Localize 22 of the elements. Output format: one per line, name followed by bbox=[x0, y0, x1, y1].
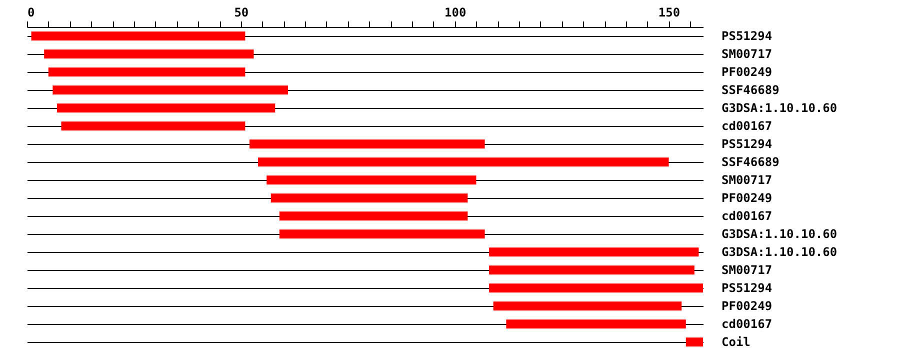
y-tick-label: SSF46689 bbox=[722, 155, 780, 169]
x-tick-label: 50 bbox=[234, 6, 249, 20]
y-tick-label: SM00717 bbox=[722, 173, 772, 187]
y-tick-label: PF00249 bbox=[722, 65, 772, 79]
y-tick-label: PS51294 bbox=[722, 29, 772, 43]
y-tick-label: Coil bbox=[722, 335, 750, 349]
y-tick-label: G3DSA:1.10.10.60 bbox=[722, 227, 838, 241]
y-tick-label: PF00249 bbox=[722, 191, 772, 205]
y-tick-label: PF00249 bbox=[722, 299, 772, 313]
y-tick-label: cd00167 bbox=[722, 119, 772, 133]
y-tick-label: SM00717 bbox=[722, 47, 772, 61]
y-tick-label: SM00717 bbox=[722, 263, 772, 277]
y-tick-label: cd00167 bbox=[722, 209, 772, 223]
y-tick-label: PS51294 bbox=[722, 281, 772, 295]
y-tick-label: cd00167 bbox=[722, 317, 772, 331]
x-tick-label: 0 bbox=[28, 6, 35, 20]
x-tick-label: 100 bbox=[444, 6, 466, 20]
y-tick-label: G3DSA:1.10.10.60 bbox=[722, 245, 838, 259]
y-tick-label: PS51294 bbox=[722, 137, 772, 151]
x-tick-label: 150 bbox=[658, 6, 680, 20]
y-tick-label: G3DSA:1.10.10.60 bbox=[722, 101, 838, 115]
y-tick-label: SSF46689 bbox=[722, 83, 780, 97]
